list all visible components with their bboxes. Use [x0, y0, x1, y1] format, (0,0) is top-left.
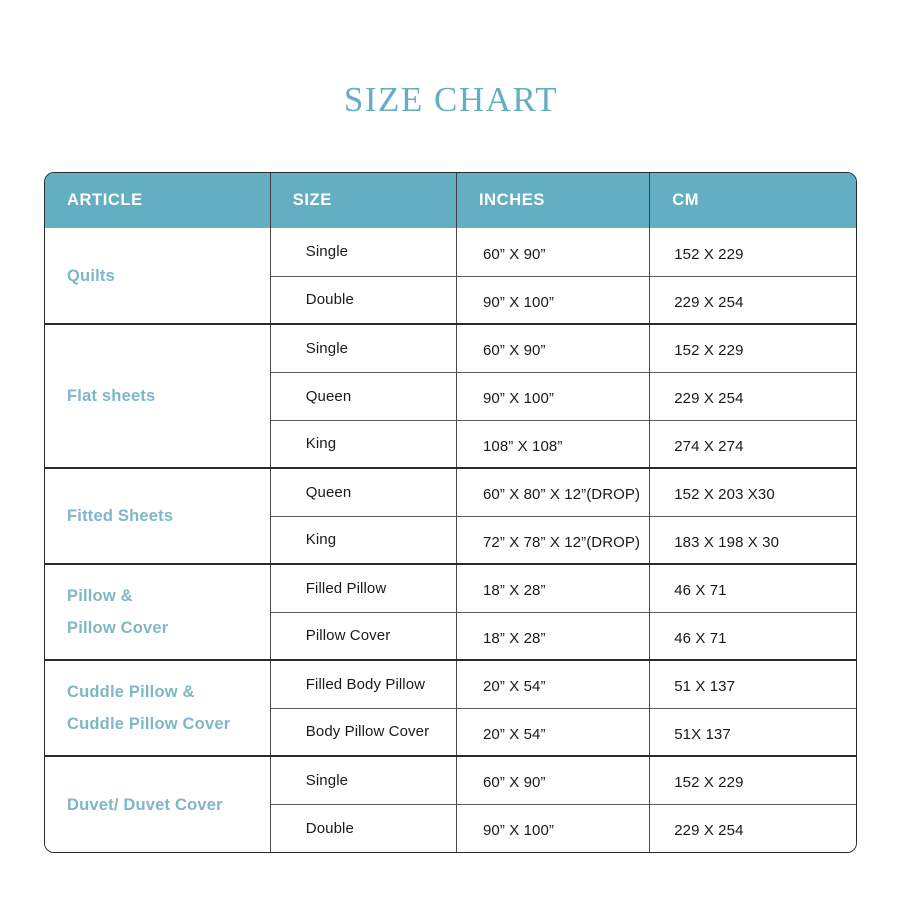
inches-cell: 18” X 28”: [456, 563, 651, 612]
size-cell: King: [270, 419, 457, 468]
inches-cell: 60” X 90”: [456, 323, 651, 372]
cm-cell: 274 X 274: [649, 419, 856, 468]
size-cell: Pillow Cover: [270, 611, 457, 660]
table-header-row: ARTICLE SIZE INCHES CM: [45, 173, 856, 228]
size-cell: King: [270, 515, 457, 564]
inches-cell: 18” X 28”: [456, 611, 651, 660]
cm-cell: 229 X 254: [649, 275, 856, 324]
article-cell: Fitted Sheets: [45, 467, 271, 564]
size-cell: Double: [270, 275, 457, 324]
inches-cell: 60” X 80” X 12”(DROP): [456, 467, 651, 516]
cm-cell: 152 X 229: [649, 228, 856, 276]
size-cell: Queen: [270, 467, 457, 516]
cm-cell: 46 X 71: [649, 611, 856, 660]
cm-cell: 152 X 229: [649, 323, 856, 372]
cm-cell: 51 X 137: [649, 659, 856, 708]
inches-cell: 20” X 54”: [456, 707, 651, 756]
table-body: Quilts Single 60” X 90” 152 X 229 Double 90” …: [45, 228, 856, 852]
column-header-size: SIZE: [270, 173, 457, 228]
article-cell: Duvet/ Duvet Cover: [45, 755, 271, 852]
size-cell: Double: [270, 803, 457, 852]
article-cell: Cuddle Pillow & Cuddle Pillow Cover: [45, 659, 271, 756]
size-cell: Single: [270, 228, 457, 276]
size-cell: Single: [270, 755, 457, 804]
inches-cell: 20” X 54”: [456, 659, 651, 708]
size-chart-table: ARTICLE SIZE INCHES CM Quilts Single 60” X…: [45, 173, 856, 852]
column-header-inches: INCHES: [456, 173, 651, 228]
article-label-line: Pillow Cover: [67, 619, 169, 637]
article-cell: Pillow & Pillow Cover: [45, 563, 271, 660]
table-row: Duvet/ Duvet Cover Single 60” X 90” 152 X 2…: [45, 755, 856, 852]
inches-cell: 90” X 100”: [456, 275, 651, 324]
page-title: SIZE CHART: [343, 80, 559, 119]
column-header-cm: CM: [649, 173, 856, 228]
size-cell: Filled Pillow: [270, 563, 457, 612]
inches-cell: 108” X 108”: [456, 419, 651, 468]
cm-cell: 51X 137: [649, 707, 856, 756]
cm-cell: 46 X 71: [649, 563, 856, 612]
article-label-line: Pillow &: [67, 587, 133, 605]
table-row: Queen 90” X 100” 229 X 254: [45, 371, 856, 420]
article-label-line: Cuddle Pillow &: [67, 683, 195, 701]
table-row: Flat sheets Single 60” X 90” 152 X 229: [45, 323, 856, 468]
column-header-article: ARTICLE: [45, 173, 271, 228]
inches-cell: 60” X 90”: [456, 228, 651, 276]
table-row: Body Pillow Cover 20” X 54” 51X 137: [45, 707, 856, 756]
table-row: King 108” X 108” 274 X 274: [45, 419, 856, 468]
table-row: Cuddle Pillow & Cuddle Pillow Cover Filled…: [45, 659, 856, 756]
cm-cell: 183 X 198 X 30: [649, 515, 856, 564]
article-label-line: Cuddle Pillow Cover: [67, 715, 231, 733]
article-cell: Quilts: [45, 228, 271, 324]
cm-cell: 229 X 254: [649, 803, 856, 852]
table-header: ARTICLE SIZE INCHES CM: [45, 173, 856, 228]
inches-cell: 60” X 90”: [456, 755, 651, 804]
inches-cell: 90” X 100”: [456, 371, 651, 420]
size-chart-table-container: ARTICLE SIZE INCHES CM Quilts Single 60” X…: [44, 172, 857, 853]
article-label-line: Quilts: [67, 266, 115, 285]
article-cell: Flat sheets: [45, 323, 271, 468]
size-cell: Single: [270, 323, 457, 372]
table-row: Pillow & Pillow Cover Filled Pillow 18” X 2…: [45, 563, 856, 660]
size-cell: Queen: [270, 371, 457, 420]
table-row: Fitted Sheets Queen 60” X 80” X 12”(DROP) 1…: [45, 467, 856, 564]
size-cell: Filled Body Pillow: [270, 659, 457, 708]
article-label-line: Fitted Sheets: [67, 507, 174, 525]
table-row: King 72” X 78” X 12”(DROP) 183 X 198 X 30: [45, 515, 856, 564]
inches-cell: 72” X 78” X 12”(DROP): [456, 515, 651, 564]
cm-cell: 152 X 229: [649, 755, 856, 804]
table-row: Double 90” X 100” 229 X 254: [45, 803, 856, 852]
table-row: Pillow Cover 18” X 28” 46 X 71: [45, 611, 856, 660]
article-label-line: Flat sheets: [67, 387, 156, 405]
article-label-line: Duvet/ Duvet Cover: [67, 795, 223, 814]
table-row: Double 90” X 100” 229 X 254: [45, 275, 856, 324]
cm-cell: 152 X 203 X30: [649, 467, 856, 516]
inches-cell: 90” X 100”: [456, 803, 651, 852]
size-cell: Body Pillow Cover: [270, 707, 457, 756]
table-row: Quilts Single 60” X 90” 152 X 229: [45, 228, 856, 324]
cm-cell: 229 X 254: [649, 371, 856, 420]
